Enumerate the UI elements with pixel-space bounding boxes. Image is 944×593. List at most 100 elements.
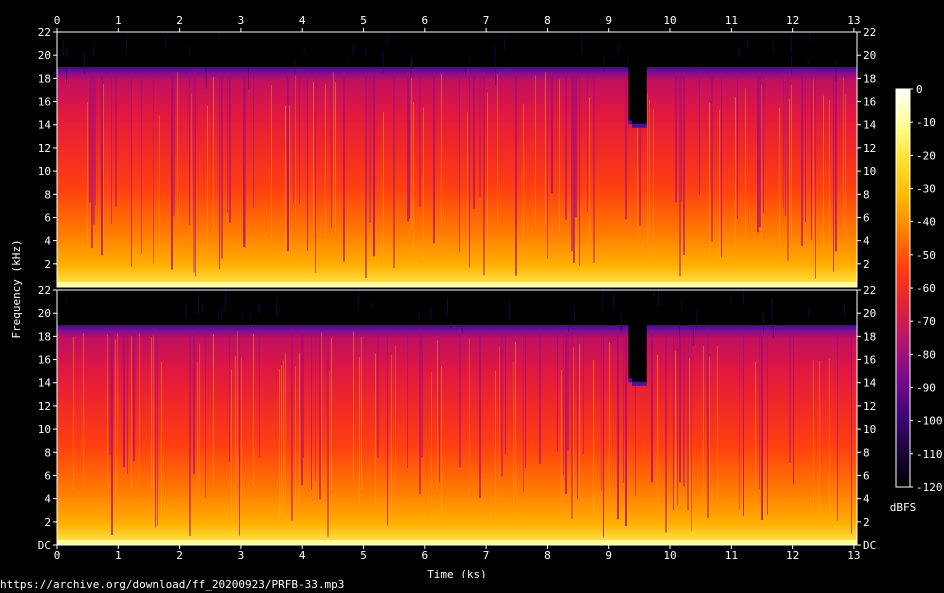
spectral-streak bbox=[433, 72, 435, 244]
spectral-streak bbox=[83, 333, 84, 486]
spectral-streak bbox=[139, 333, 140, 486]
spectral-streak bbox=[497, 74, 498, 227]
spectral-streak bbox=[95, 72, 96, 206]
spectral-streak bbox=[703, 346, 704, 499]
spectral-streak bbox=[515, 72, 517, 276]
hf-trace bbox=[739, 47, 741, 58]
spectral-streak bbox=[197, 361, 198, 515]
hf-trace bbox=[347, 57, 349, 64]
spectral-streak bbox=[259, 330, 260, 457]
cutoff-gap bbox=[628, 32, 633, 122]
spectral-streak bbox=[295, 366, 296, 519]
spectral-streak bbox=[513, 361, 514, 515]
colorbar-tick-label: -110 bbox=[916, 448, 943, 461]
spectral-streak bbox=[329, 370, 330, 524]
hf-trace bbox=[612, 294, 614, 308]
y-tick-label: 14 bbox=[38, 377, 52, 390]
spectral-streak bbox=[787, 72, 789, 261]
hf-trace bbox=[165, 36, 167, 48]
x-tick-label: 6 bbox=[422, 549, 429, 562]
hf-trace bbox=[465, 68, 467, 75]
spectral-streak bbox=[761, 330, 763, 521]
hf-trace bbox=[772, 321, 774, 338]
x-tick-label: 7 bbox=[483, 549, 490, 562]
spectral-streak bbox=[271, 85, 272, 238]
spectral-streak bbox=[301, 330, 303, 486]
cutoff-gap bbox=[632, 32, 647, 125]
cutoff-gap bbox=[628, 290, 633, 380]
hf-trace bbox=[791, 57, 793, 75]
hf-trace bbox=[772, 38, 774, 52]
y-tick-label: 14 bbox=[863, 119, 877, 132]
spectral-streak bbox=[437, 340, 438, 493]
hf-trace bbox=[257, 305, 259, 314]
spectral-streak bbox=[439, 330, 440, 483]
hf-trace bbox=[66, 297, 68, 303]
spectral-streak bbox=[679, 72, 681, 277]
x-tick-label: 13 bbox=[847, 549, 860, 562]
x-tick-label: 4 bbox=[299, 14, 306, 27]
spectral-streak bbox=[819, 361, 820, 514]
x-tick-label: 13 bbox=[847, 14, 860, 27]
spectral-streak bbox=[291, 330, 293, 521]
y-tick-label: 10 bbox=[38, 165, 51, 178]
spectral-streak bbox=[501, 330, 503, 477]
spectral-streak bbox=[763, 72, 764, 213]
cutoff-band bbox=[57, 67, 857, 73]
spectral-streak bbox=[625, 72, 627, 220]
spectral-streak bbox=[637, 86, 638, 240]
spectral-streak bbox=[177, 72, 178, 225]
spectral-streak bbox=[219, 72, 220, 269]
spectral-streak bbox=[295, 75, 296, 229]
y-tick-label: 12 bbox=[863, 400, 876, 413]
spectral-streak bbox=[767, 330, 768, 515]
spectral-streak bbox=[761, 84, 762, 238]
spectral-streak bbox=[545, 72, 546, 225]
spectral-streak bbox=[343, 72, 345, 262]
spectral-streak bbox=[393, 72, 395, 269]
y-tick-label: 4 bbox=[863, 235, 870, 248]
spectral-streak bbox=[577, 330, 578, 499]
hf-trace bbox=[627, 53, 629, 70]
spectral-streak bbox=[207, 105, 208, 259]
spectral-streak bbox=[675, 351, 676, 504]
hf-trace bbox=[126, 36, 128, 54]
y-tick-label: 2 bbox=[44, 258, 51, 271]
spectral-streak bbox=[151, 337, 152, 490]
y-tick-label: 2 bbox=[863, 516, 870, 529]
colorbar-scale bbox=[895, 88, 911, 488]
spectral-streak bbox=[283, 360, 284, 514]
spectral-streak bbox=[563, 330, 564, 476]
spectral-streak bbox=[307, 72, 308, 251]
spectral-streak bbox=[711, 72, 713, 242]
y-tick-label: 22 bbox=[863, 284, 876, 297]
spectral-streak bbox=[755, 362, 756, 515]
x-tick-label: 9 bbox=[605, 14, 612, 27]
y-tick-label: 16 bbox=[863, 354, 876, 367]
spectral-streak bbox=[365, 72, 367, 279]
spectral-streak bbox=[699, 72, 700, 195]
spectral-streak bbox=[625, 330, 627, 527]
x-tick-label: 0 bbox=[54, 14, 61, 27]
spectral-streak bbox=[851, 330, 852, 534]
y-tick-label: 6 bbox=[44, 211, 51, 224]
spectral-streak bbox=[467, 112, 468, 265]
hf-trace bbox=[205, 67, 207, 89]
hf-trace bbox=[808, 306, 810, 316]
spectral-streak bbox=[811, 72, 812, 241]
hf-trace bbox=[83, 52, 85, 74]
spectral-streak bbox=[845, 94, 846, 248]
spectral-streak bbox=[221, 72, 223, 259]
spectral-streak bbox=[359, 356, 360, 510]
spectral-streak bbox=[395, 345, 396, 499]
spectral-streak bbox=[737, 72, 738, 219]
spectral-streak bbox=[523, 330, 524, 492]
hf-trace bbox=[450, 321, 452, 329]
y-tick-label: 4 bbox=[44, 235, 51, 248]
spectral-streak bbox=[593, 72, 595, 263]
spectral-streak bbox=[103, 84, 104, 237]
cutoff-gap-edge bbox=[628, 120, 633, 125]
hf-trace bbox=[504, 37, 506, 50]
spectral-streak bbox=[409, 72, 410, 219]
